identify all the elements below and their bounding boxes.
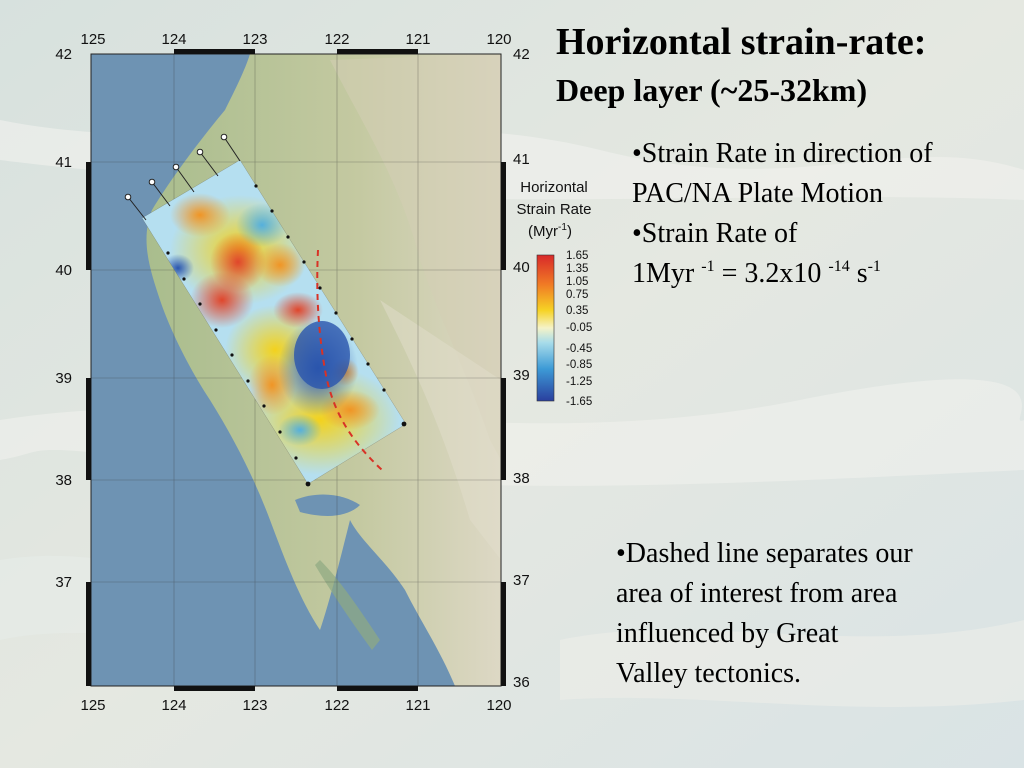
bullet-line: •Strain Rate in direction of [632,138,933,169]
lat-label-right: 37 [513,572,530,589]
colorbar: Horizontal Strain Rate (Myr-1) 1.65 1.35… [516,179,592,408]
lat-label-right: 41 [513,151,530,168]
bullet-line: •Dashed line separates our [616,538,913,569]
lon-label-bottom: 123 [242,697,267,714]
colorbar-tick: -0.05 [566,322,592,334]
unit-conversion-line: 1Myr -1 = 3.2x10 -14 s-1 [632,258,881,289]
frame-ticks [86,49,506,691]
strain-rate-field [142,160,406,484]
bullet-list-bottom: •Dashed line separates our area of inter… [616,534,1016,694]
boundary-dots [166,184,407,487]
bullet-line: PAC/NA Plate Motion [632,178,884,209]
lat-label-right: 39 [513,367,530,384]
lat-label-right: 36 [513,674,530,691]
bullet-line: influenced by Great [616,618,839,649]
lat-label-left: 37 [55,574,72,591]
colorbar-tick: -0.85 [566,359,592,371]
lon-label-top: 120 [486,31,511,48]
lat-label-left: 42 [55,46,72,63]
colorbar-tick: 1.05 [566,276,588,288]
colorbar-tick: 1.65 [566,250,588,262]
dashed-boundary-line [316,249,383,471]
lon-label-top: 125 [80,31,105,48]
bullet-list-top: •Strain Rate in direction of PAC/NA Plat… [632,134,1012,294]
lon-label-bottom: 121 [405,697,430,714]
colorbar-scale [536,254,555,402]
slide-subtitle: Deep layer (~25-32km) [556,72,868,108]
colorbar-title-line1: Horizontal [520,179,588,196]
colorbar-tick: 0.35 [566,305,588,317]
colorbar-tick: -1.65 [566,396,592,408]
lon-label-bottom: 120 [486,697,511,714]
lat-label-right: 38 [513,470,530,487]
colorbar-title-line2: Strain Rate [516,201,591,218]
colorbar-tick: -0.45 [566,343,592,355]
lon-label-top: 123 [242,31,267,48]
lat-label-left: 39 [55,370,72,387]
lat-label-right: 42 [513,46,530,63]
bullet-line: area of interest from area [616,578,898,609]
lat-label-left: 41 [55,154,72,171]
colorbar-tick: 0.75 [566,289,588,301]
lon-label-top: 121 [405,31,430,48]
lat-label-left: 38 [55,472,72,489]
colorbar-tick: 1.35 [566,263,588,275]
lon-label-top: 122 [324,31,349,48]
lon-label-bottom: 124 [161,697,186,714]
slide-title: Horizontal strain-rate: [556,21,927,63]
colorbar-tick: -1.25 [566,376,592,388]
profile-markers [124,133,241,221]
colorbar-unit: (Myr-1) [528,222,572,240]
lat-label-right: 40 [513,259,530,276]
lat-label-left: 40 [55,262,72,279]
bullet-line: Valley tectonics. [616,658,802,689]
bullet-line: •Strain Rate of [632,218,798,249]
lon-label-bottom: 122 [324,697,349,714]
lon-label-top: 124 [161,31,186,48]
lon-label-bottom: 125 [80,697,105,714]
